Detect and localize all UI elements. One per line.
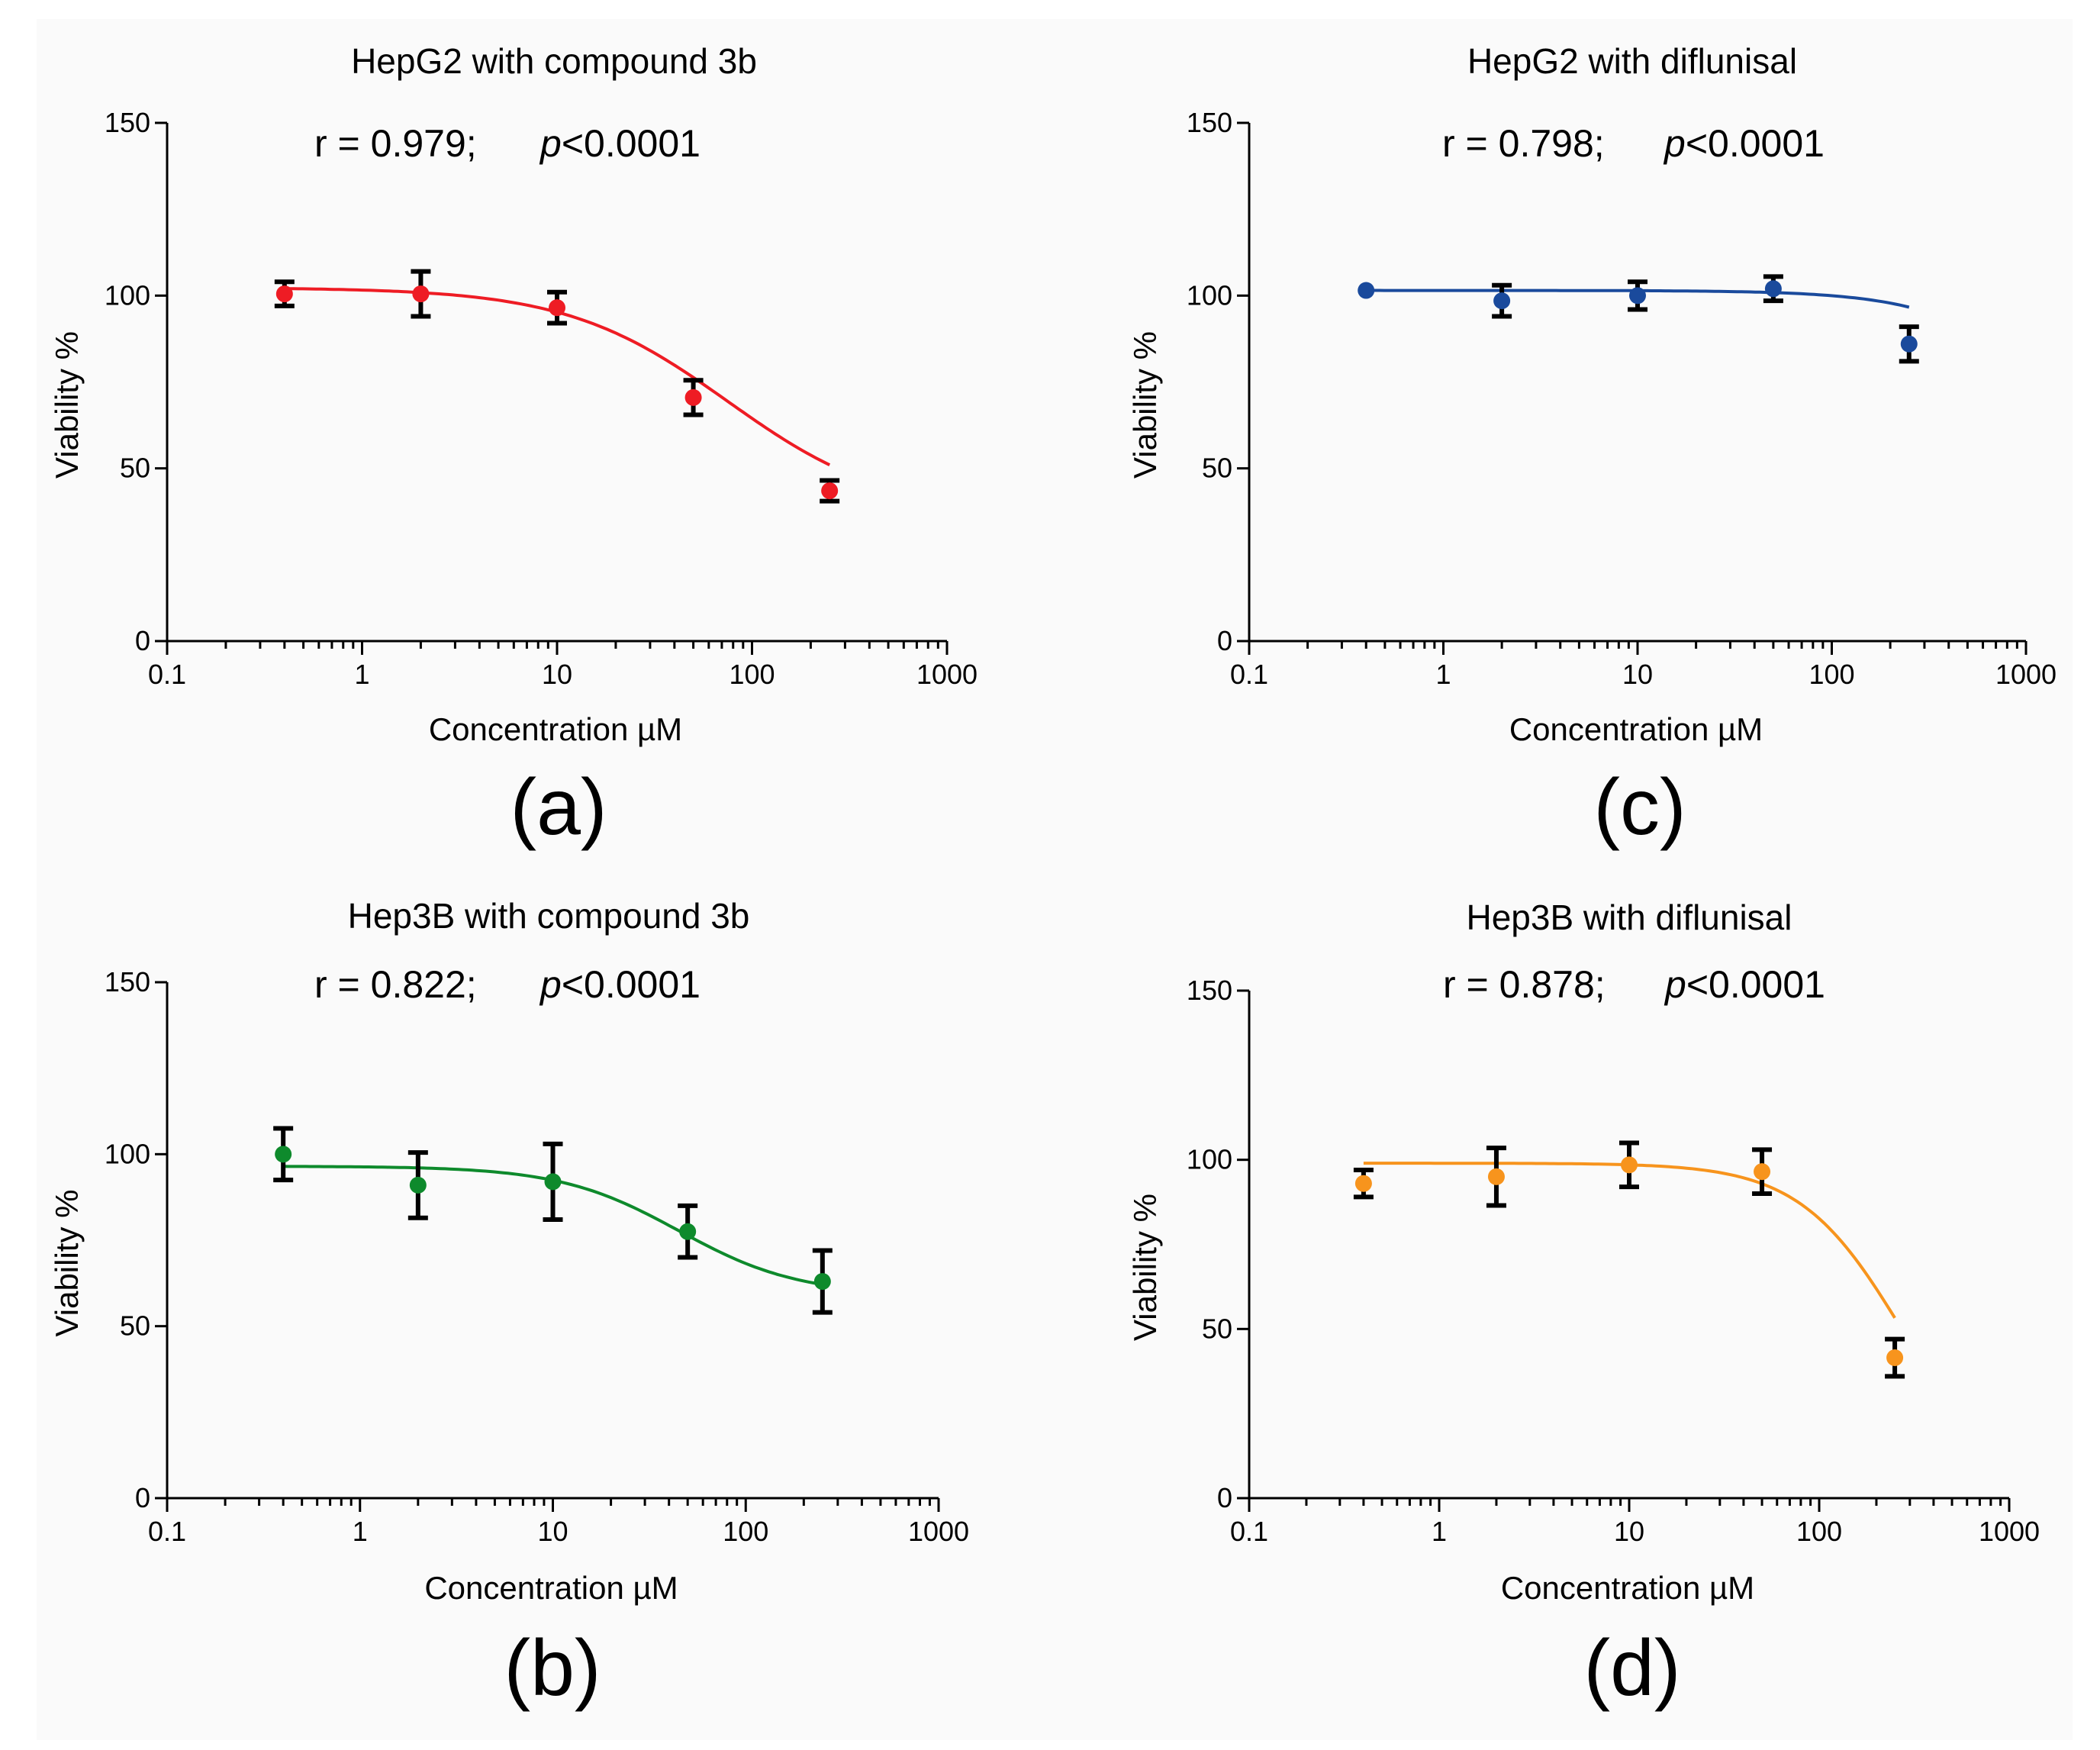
x-tick-label: 10: [537, 1516, 568, 1547]
data-point: [1493, 292, 1511, 310]
x-axis-title: Concentration µM: [1509, 711, 1763, 747]
stat-r: r = 0.878;: [1443, 963, 1606, 1006]
x-tick-label: 1000: [1995, 659, 2057, 690]
y-tick-label: 100: [1187, 279, 1232, 311]
y-tick-label: 50: [120, 453, 150, 484]
x-tick-label: 0.1: [148, 659, 186, 690]
y-tick-label: 0: [135, 1482, 150, 1513]
chart-title: HepG2 with diflunisal: [1467, 41, 1797, 81]
y-tick-label: 0: [1217, 1482, 1232, 1513]
data-point: [1354, 1175, 1372, 1192]
stat-p-symbol: p: [1664, 963, 1686, 1006]
data-point: [684, 388, 702, 406]
panel-label: (b): [504, 1624, 601, 1713]
x-tick-label: 10: [542, 659, 572, 690]
y-tick-label: 100: [105, 1138, 150, 1169]
chart-title: HepG2 with compound 3b: [351, 41, 757, 81]
x-tick-label: 1000: [1979, 1516, 2040, 1547]
stat-r: r = 0.798;: [1442, 122, 1605, 165]
stat-p-value: <0.0001: [562, 122, 701, 165]
stat-p: p<0.0001: [539, 963, 701, 1006]
data-point: [821, 482, 839, 500]
panel-c: 0 50 100 150 0.1 1 10 100 1000 HepG2 with difluni…: [1127, 41, 2057, 852]
y-tick-label: 50: [1202, 1313, 1232, 1344]
x-tick-label: 0.1: [1230, 659, 1268, 690]
y-tick-label: 150: [1187, 975, 1232, 1006]
x-tick-label: 10: [1622, 659, 1653, 690]
y-tick-label: 150: [105, 107, 150, 138]
chart-title: Hep3B with compound 3b: [348, 896, 750, 936]
x-tick-label: 100: [1796, 1516, 1842, 1547]
y-axis-title: Viability %: [49, 331, 85, 479]
stat-p-value: <0.0001: [562, 963, 701, 1006]
data-point: [679, 1223, 697, 1240]
y-axis-title: Viability %: [49, 1190, 85, 1337]
x-tick-label: 1000: [908, 1516, 969, 1547]
x-tick-label: 100: [729, 659, 775, 690]
y-tick-label: 150: [1187, 107, 1232, 138]
stat-p-value: <0.0001: [1686, 122, 1825, 165]
panel-label: (c): [1593, 763, 1686, 852]
x-tick-label: 1000: [916, 659, 978, 690]
stat-p-symbol: p: [539, 963, 562, 1006]
data-point: [275, 285, 293, 303]
panel-label: (a): [510, 763, 607, 852]
x-axis-title: Concentration µM: [429, 711, 682, 747]
panel-label: (d): [1583, 1624, 1680, 1713]
x-tick-label: 100: [1809, 659, 1854, 690]
stat-p-value: <0.0001: [1686, 963, 1825, 1006]
y-tick-label: 100: [1187, 1144, 1232, 1175]
data-point: [1754, 1163, 1771, 1181]
data-point: [1886, 1349, 1904, 1367]
panel-a: 0 50 100 150 0.1 1 10 100 1000 HepG2 with compoun…: [49, 41, 978, 852]
stat-p: p<0.0001: [1663, 122, 1825, 165]
x-tick-label: 100: [723, 1516, 768, 1547]
figure-background: [37, 19, 2073, 1740]
chart-title: Hep3B with diflunisal: [1466, 898, 1792, 937]
x-tick-label: 1: [354, 659, 369, 690]
data-point: [1487, 1168, 1505, 1185]
x-axis-title: Concentration µM: [1501, 1570, 1754, 1606]
panel-b: 0 50 100 150 0.1 1 10 100 1000 Hep3B with compoun…: [49, 896, 969, 1713]
stat-p-symbol: p: [539, 122, 562, 165]
data-point: [1358, 282, 1375, 299]
data-point: [813, 1273, 831, 1291]
x-tick-label: 1: [1432, 1516, 1447, 1547]
stat-r: r = 0.979;: [314, 122, 477, 165]
y-tick-label: 150: [105, 966, 150, 997]
data-point: [275, 1146, 292, 1163]
y-tick-label: 50: [120, 1310, 150, 1342]
data-point: [409, 1176, 427, 1194]
y-tick-label: 50: [1202, 453, 1232, 484]
y-tick-label: 0: [135, 625, 150, 656]
data-point: [412, 285, 430, 303]
data-point: [1629, 287, 1646, 305]
data-point: [1764, 280, 1782, 298]
data-point: [1900, 335, 1918, 353]
y-axis-title: Viability %: [1127, 1194, 1163, 1341]
stat-p: p<0.0001: [1664, 963, 1825, 1006]
stat-p: p<0.0001: [539, 122, 701, 165]
data-point: [1621, 1156, 1638, 1174]
panel-d: 0 50 100 150 0.1 1 10 100 1000 Hep3B with difluni…: [1127, 898, 2040, 1713]
data-point: [544, 1173, 562, 1191]
x-tick-label: 1: [353, 1516, 368, 1547]
y-axis-title: Viability %: [1127, 331, 1163, 479]
x-tick-label: 0.1: [1230, 1516, 1268, 1547]
y-tick-label: 100: [105, 279, 150, 311]
y-tick-label: 0: [1217, 625, 1232, 656]
x-axis-title: Concentration µM: [424, 1570, 678, 1606]
x-tick-label: 1: [1435, 659, 1451, 690]
x-tick-label: 10: [1614, 1516, 1644, 1547]
x-tick-label: 0.1: [148, 1516, 186, 1547]
stat-r: r = 0.822;: [314, 963, 477, 1006]
stat-p-symbol: p: [1663, 122, 1686, 165]
data-point: [549, 299, 565, 317]
